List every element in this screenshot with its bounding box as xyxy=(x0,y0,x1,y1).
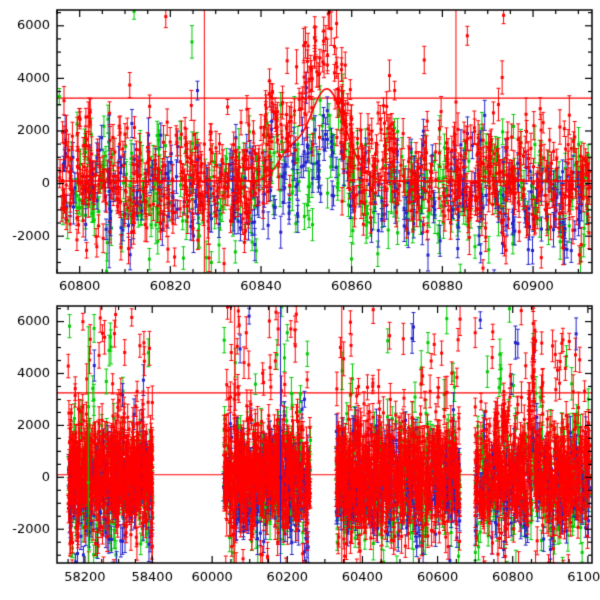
bottom-panel-chart xyxy=(0,300,600,600)
top-panel-chart xyxy=(0,0,600,300)
